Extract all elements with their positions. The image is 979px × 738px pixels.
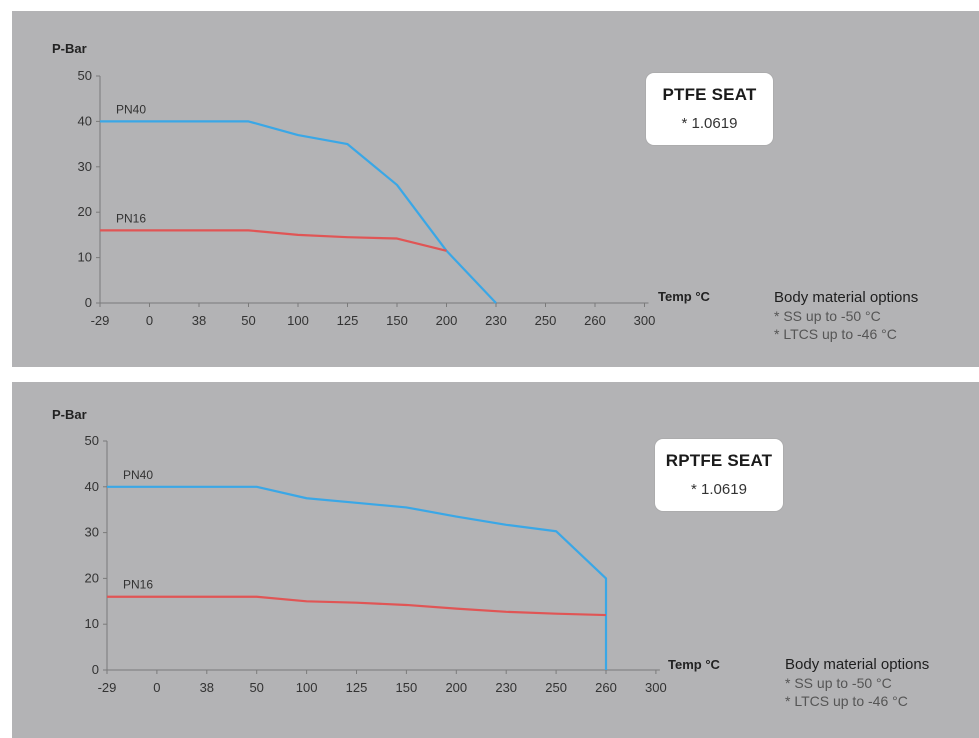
seat-material: * 1.0619 [691, 481, 747, 498]
body-material-title: Body material options [774, 289, 919, 306]
series-label-pn40: PN40 [116, 102, 146, 116]
y-axis-label: P-Bar [52, 407, 87, 422]
x-tick-label: 0 [153, 680, 160, 695]
y-tick-label: 0 [85, 295, 92, 310]
y-tick-label: 30 [85, 525, 99, 540]
body-material-options: Body material options * SS up to -50 °C … [785, 656, 929, 710]
y-tick-label: 40 [78, 113, 92, 128]
x-tick-label: 50 [241, 313, 255, 328]
series-line-pn16 [107, 595, 607, 617]
x-tick-label: 150 [386, 313, 408, 328]
x-axis-label: Temp °C [658, 289, 711, 304]
y-tick-label: 50 [85, 433, 99, 448]
y-tick-label: 20 [78, 204, 92, 219]
seat-title: PTFE SEAT [662, 85, 757, 104]
x-tick-label: -29 [91, 313, 110, 328]
seat-box-ptfe: PTFE SEAT * 1.0619 [646, 73, 773, 145]
y-tick-label: 10 [85, 616, 99, 631]
body-material-item: * SS up to -50 °C [785, 675, 892, 691]
rptfe-chart: 0 10 20 30 40 50 -29 0 38 50 100 125 150 200 230 250 260… [52, 407, 721, 695]
x-tick-label: -29 [98, 680, 117, 695]
x-tick-label: 100 [296, 680, 318, 695]
series-line-pn16 [100, 229, 447, 252]
chart-panel-ptfe: 0 10 20 30 40 50 -29 0 38 50 100 125 150 200 230 250 260… [12, 11, 979, 367]
x-tick-label: 260 [584, 313, 606, 328]
y-tick-label: 50 [78, 68, 92, 83]
body-material-title: Body material options [785, 656, 930, 673]
x-tick-label: 38 [192, 313, 206, 328]
x-tick-label: 250 [535, 313, 557, 328]
x-tick-label: 200 [436, 313, 458, 328]
series-label-pn40: PN40 [123, 468, 153, 482]
x-tick-label: 230 [485, 313, 507, 328]
y-tick-label: 20 [85, 570, 99, 585]
chart-panel-rptfe: 0 10 20 30 40 50 -29 0 38 50 100 125 150 200 230 250 260… [12, 382, 979, 738]
y-tick-label: 0 [92, 662, 99, 677]
body-material-item: * LTCS up to -46 °C [774, 326, 897, 342]
ptfe-chart: 0 10 20 30 40 50 -29 0 38 50 100 125 150 200 230 250 260… [52, 41, 711, 328]
series-label-pn16: PN16 [116, 211, 146, 225]
y-axis-label: P-Bar [52, 41, 87, 56]
series-line-pn40 [107, 485, 608, 670]
body-material-item: * LTCS up to -46 °C [785, 693, 908, 709]
x-tick-label: 125 [346, 680, 368, 695]
seat-box-rptfe: RPTFE SEAT * 1.0619 [655, 439, 783, 511]
body-material-options: Body material options * SS up to -50 °C … [774, 289, 918, 343]
x-tick-label: 150 [396, 680, 418, 695]
x-tick-label: 38 [200, 680, 214, 695]
x-tick-label: 300 [634, 313, 656, 328]
y-tick-label: 10 [78, 250, 92, 265]
x-tick-label: 100 [287, 313, 309, 328]
x-axis-label: Temp °C [668, 657, 721, 672]
y-tick-label: 40 [85, 479, 99, 494]
seat-title: RPTFE SEAT [665, 451, 773, 470]
series-label-pn16: PN16 [123, 578, 153, 592]
x-tick-label: 50 [249, 680, 263, 695]
y-tick-label: 30 [78, 159, 92, 174]
x-tick-label: 300 [645, 680, 667, 695]
x-tick-label: 0 [146, 313, 153, 328]
x-tick-label: 250 [545, 680, 567, 695]
x-tick-label: 260 [595, 680, 617, 695]
x-tick-label: 125 [337, 313, 359, 328]
x-tick-label: 200 [445, 680, 467, 695]
x-tick-label: 230 [495, 680, 517, 695]
series-line-pn40 [100, 120, 497, 304]
body-material-item: * SS up to -50 °C [774, 308, 881, 324]
seat-material: * 1.0619 [681, 115, 738, 132]
